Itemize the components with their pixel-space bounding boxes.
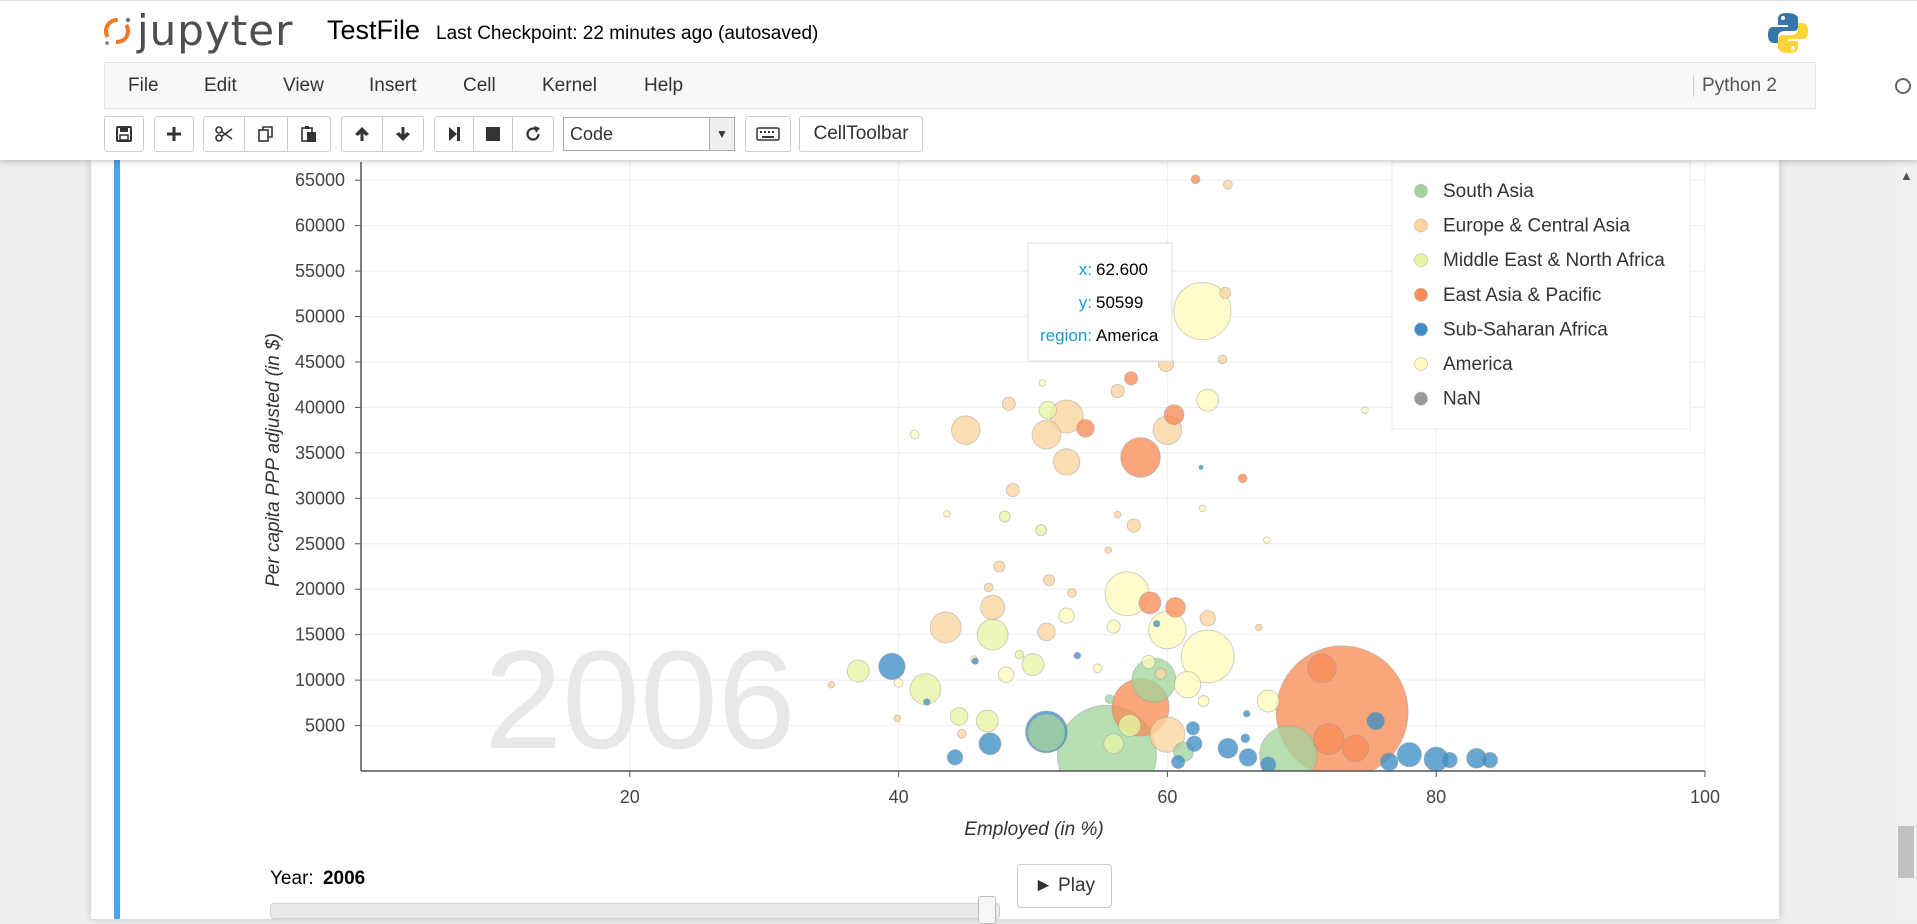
page-scrollbar[interactable]: ▲	[1895, 160, 1917, 919]
selected-cell-indicator	[114, 160, 120, 919]
run-button[interactable]	[434, 116, 474, 152]
jupyter-logo[interactable]: jupyter	[101, 9, 293, 53]
menu-insert[interactable]: Insert	[369, 75, 417, 96]
menu-kernel[interactable]: Kernel	[542, 75, 597, 96]
menu-cell[interactable]: Cell	[463, 75, 496, 96]
arrow-down-icon	[396, 127, 410, 141]
stop-icon	[486, 127, 500, 141]
cell-type-select[interactable]: Code ▼	[563, 117, 735, 151]
command-palette-button[interactable]	[745, 116, 791, 152]
jupyter-logo-text: jupyter	[137, 6, 294, 55]
menu-edit[interactable]: Edit	[204, 75, 237, 96]
move-up-button[interactable]	[341, 116, 383, 152]
year-label-text: Year:	[270, 868, 314, 889]
menu-view[interactable]: View	[283, 75, 324, 96]
year-slider-track[interactable]	[270, 903, 1000, 919]
celltoolbar-button[interactable]: CellToolbar	[799, 116, 923, 152]
kernel-idle-icon	[1895, 78, 1911, 94]
top-bar: jupyter TestFile Last Checkpoint: 22 min…	[0, 0, 1917, 63]
year-label: Year: 2006	[270, 868, 365, 890]
play-button[interactable]: ► Play	[1017, 864, 1112, 908]
step-forward-icon	[449, 127, 460, 141]
copy-icon	[258, 126, 273, 142]
notebook-name[interactable]: TestFile	[327, 15, 421, 45]
scrollbar-thumb[interactable]	[1898, 826, 1914, 878]
insert-cell-button[interactable]	[154, 116, 194, 152]
notebook-toolbar: Code ▼ CellToolbar	[104, 116, 1304, 154]
checkpoint-status: Last Checkpoint: 22 minutes ago (autosav…	[436, 23, 819, 44]
restart-icon	[526, 126, 540, 141]
move-down-button[interactable]	[382, 116, 424, 152]
paste-icon	[301, 126, 316, 142]
notebook-header: jupyter TestFile Last Checkpoint: 22 min…	[0, 0, 1917, 160]
keyboard-icon	[756, 127, 780, 141]
chevron-down-icon: ▼	[709, 118, 734, 150]
cut-button[interactable]	[203, 116, 245, 152]
jupyter-logo-icon	[104, 17, 131, 45]
notebook-page	[91, 160, 1779, 919]
menu-file[interactable]: File	[128, 75, 159, 96]
paste-button[interactable]	[287, 116, 331, 152]
menu-bar: File Edit View Insert Cell Kernel Help P…	[104, 62, 1911, 109]
save-button[interactable]	[104, 116, 144, 152]
kernel-name: Python 2	[1693, 75, 1777, 97]
year-slider-handle[interactable]	[978, 896, 996, 924]
restart-button[interactable]	[512, 116, 554, 152]
year-value: 2006	[322, 868, 366, 889]
copy-button[interactable]	[244, 116, 288, 152]
cut-icon	[215, 126, 233, 142]
plus-icon	[167, 127, 181, 141]
interrupt-button[interactable]	[473, 116, 513, 152]
menu-help[interactable]: Help	[644, 75, 684, 96]
python-logo-icon	[1768, 13, 1808, 53]
scroll-up-icon[interactable]: ▲	[1900, 168, 1913, 183]
save-icon	[116, 126, 132, 142]
arrow-up-icon	[355, 127, 369, 141]
cell-type-value: Code	[570, 124, 614, 144]
